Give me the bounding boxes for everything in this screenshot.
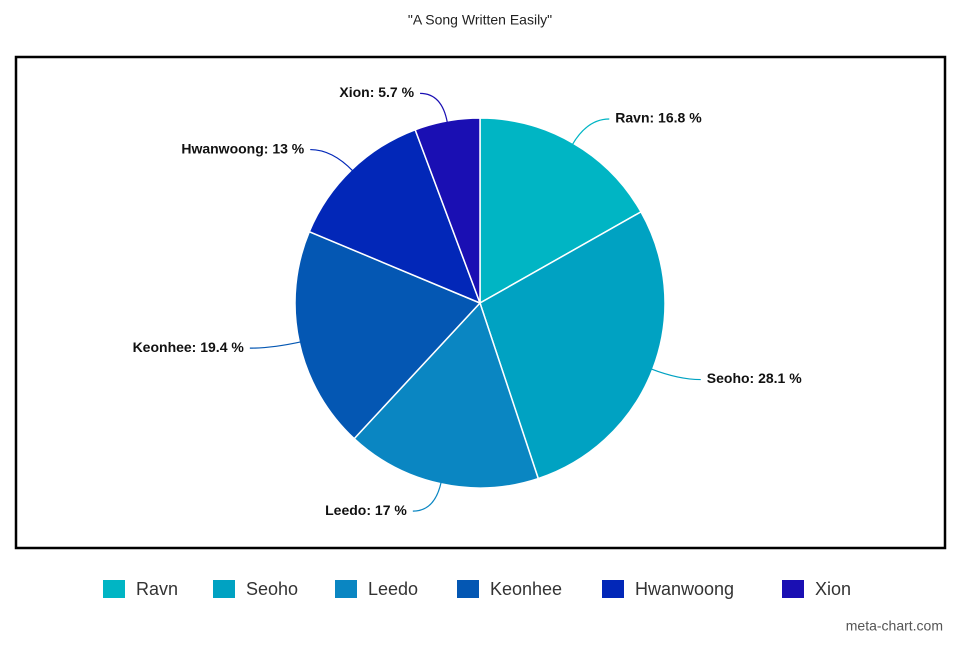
legend-label: Leedo	[368, 579, 418, 599]
data-label: Xion: 5.7 %	[339, 84, 414, 100]
leader-line	[650, 368, 701, 381]
data-label: Hwanwoong: 13 %	[181, 140, 304, 156]
legend-swatch	[457, 580, 479, 598]
data-label: Leedo: 17 %	[325, 502, 407, 518]
legend-swatch	[782, 580, 804, 598]
chart-title: "A Song Written Easily"	[408, 12, 552, 28]
leader-line	[249, 341, 302, 349]
credit: meta-chart.com	[846, 618, 943, 634]
data-label: Keonhee: 19.4 %	[133, 339, 245, 355]
legend-label: Seoho	[246, 579, 298, 599]
legend-swatch	[213, 580, 235, 598]
legend-swatch	[602, 580, 624, 598]
legend-swatch	[103, 580, 125, 598]
data-label: Seoho: 28.1 %	[707, 370, 802, 386]
data-label: Ravn: 16.8 %	[615, 110, 702, 126]
legend-label: Ravn	[136, 579, 178, 599]
leader-line	[571, 118, 610, 146]
plot-frame	[14, 55, 947, 550]
legend-label: Hwanwoong	[635, 579, 734, 599]
legend-swatch	[335, 580, 357, 598]
legend-label: Xion	[815, 579, 851, 599]
leader-line	[310, 148, 354, 172]
leader-line	[420, 92, 448, 124]
leader-line	[412, 481, 442, 512]
legend-label: Keonhee	[490, 579, 562, 599]
